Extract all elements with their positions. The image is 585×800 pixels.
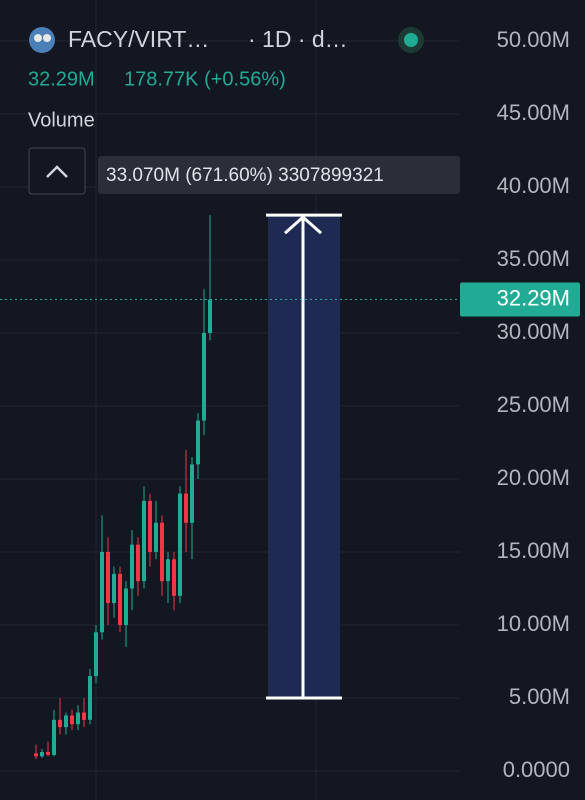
interval[interactable]: · 1D · d… <box>248 26 348 52</box>
candle-body <box>190 464 194 523</box>
candle-body <box>118 573 122 625</box>
candle-body <box>178 493 182 596</box>
y-tick-label: 25.00M <box>497 392 570 417</box>
y-tick-label: 5.00M <box>509 684 570 709</box>
candle-body <box>130 544 134 589</box>
symbol[interactable]: FACY/VIRT… <box>68 26 209 52</box>
candle-body <box>94 632 98 677</box>
price: 32.29M <box>28 68 95 90</box>
collapse-button[interactable] <box>28 147 86 195</box>
candle-body <box>34 753 38 757</box>
indicator-name[interactable]: Volume <box>28 109 95 131</box>
candle-body <box>58 719 62 728</box>
y-tick-label: 40.00M <box>497 173 570 198</box>
candle-body <box>100 551 104 633</box>
candle-body <box>148 500 152 552</box>
y-tick-label: 35.00M <box>497 246 570 271</box>
candle-body <box>154 522 158 552</box>
last-price-label: 32.29M <box>497 285 570 310</box>
candle-body <box>76 712 80 725</box>
candle-body <box>196 420 200 465</box>
y-tick-label: 45.00M <box>497 100 570 125</box>
y-tick-label: 0.0000 <box>503 757 570 782</box>
candle-body <box>88 676 92 720</box>
candle-body <box>52 719 56 755</box>
candle-body <box>124 588 128 625</box>
y-tick-label: 10.00M <box>497 611 570 636</box>
candle-body <box>112 573 116 604</box>
candle-body <box>142 500 146 582</box>
change: 178.77K (+0.56%) <box>124 68 286 90</box>
y-tick-label: 15.00M <box>497 538 570 563</box>
symbol-icon[interactable] <box>29 27 55 53</box>
candle-body <box>160 522 164 582</box>
measure-label: 33.070M (671.60%) 3307899321 <box>106 165 384 186</box>
candle-body <box>166 559 170 582</box>
measure-arrowhead <box>284 215 322 235</box>
last-price-box <box>460 282 580 317</box>
candle-body <box>202 332 206 421</box>
y-tick-label: 50.00M <box>497 27 570 52</box>
candle-body <box>136 544 140 582</box>
candle-body <box>82 712 86 720</box>
candle-body <box>172 559 176 596</box>
candle-body <box>64 715 68 728</box>
candle-body <box>46 751 50 755</box>
y-tick-label: 20.00M <box>497 465 570 490</box>
y-tick-label: 30.00M <box>497 319 570 344</box>
candle-body <box>106 551 110 604</box>
measure-label-bg <box>98 156 460 194</box>
candle-body <box>184 493 188 523</box>
candle-body <box>70 715 74 725</box>
candle-body <box>208 299 212 333</box>
candle-body <box>40 751 44 757</box>
